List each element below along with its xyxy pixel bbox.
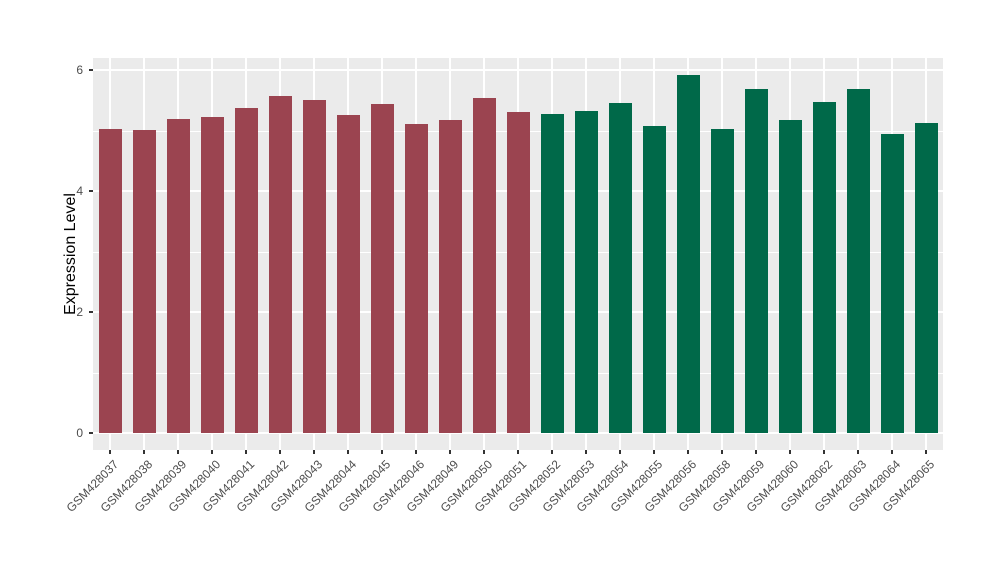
bar-GSM428058 [710,129,734,433]
bar-GSM428040 [200,117,224,433]
bar-GSM428065 [914,122,938,433]
y-tick-label-6: 6 [76,63,83,77]
bar-GSM428045 [370,103,394,433]
y-tick-mark-2 [89,311,93,313]
x-tick-mark-GSM428059 [755,450,757,454]
y-tick-mark-0 [89,432,93,434]
x-tick-mark-GSM428065 [925,450,927,454]
y-tick-label-4: 4 [76,184,83,198]
bar-GSM428062 [812,102,836,433]
x-tick-mark-GSM428062 [823,450,825,454]
y-tick-label-2: 2 [76,305,83,319]
bar-GSM428059 [744,89,768,433]
x-tick-mark-GSM428038 [143,450,145,454]
bar-GSM428060 [778,120,802,433]
bar-GSM428053 [574,110,598,433]
x-tick-mark-GSM428037 [109,450,111,454]
bar-GSM428055 [642,126,666,433]
y-tick-label-0: 0 [76,426,83,440]
bar-GSM428051 [506,111,530,433]
bar-GSM428049 [438,120,462,433]
x-tick-mark-GSM428040 [211,450,213,454]
y-tick-mark-4 [89,190,93,192]
bar-GSM428063 [846,89,870,433]
bar-GSM428041 [234,108,258,433]
x-tick-mark-GSM428046 [415,450,417,454]
x-tick-mark-GSM428051 [517,450,519,454]
x-tick-mark-GSM428053 [585,450,587,454]
x-tick-mark-GSM428043 [313,450,315,454]
bar-GSM428038 [132,129,156,433]
plot-panel [93,58,943,450]
bar-GSM428052 [540,113,564,433]
x-tick-mark-GSM428050 [483,450,485,454]
y-tick-mark-6 [89,69,93,71]
bar-GSM428054 [608,102,632,433]
x-tick-mark-GSM428064 [891,450,893,454]
bar-GSM428039 [166,119,190,433]
x-tick-mark-GSM428049 [449,450,451,454]
bar-GSM428064 [880,134,904,433]
x-tick-mark-GSM428060 [789,450,791,454]
x-tick-mark-GSM428042 [279,450,281,454]
x-tick-mark-GSM428039 [177,450,179,454]
bar-GSM428056 [676,74,700,433]
y-axis-title: Expression Level [62,193,79,315]
x-tick-mark-GSM428052 [551,450,553,454]
x-tick-mark-GSM428045 [381,450,383,454]
bar-GSM428044 [336,115,360,433]
bar-GSM428037 [98,129,122,433]
x-tick-mark-GSM428063 [857,450,859,454]
bar-GSM428046 [404,124,428,433]
bar-GSM428043 [302,100,326,433]
x-tick-mark-GSM428041 [245,450,247,454]
x-tick-mark-GSM428056 [687,450,689,454]
x-tick-mark-GSM428054 [619,450,621,454]
bar-GSM428042 [268,96,292,433]
x-tick-mark-GSM428044 [347,450,349,454]
bar-GSM428050 [472,97,496,433]
x-tick-mark-GSM428058 [721,450,723,454]
x-tick-mark-GSM428055 [653,450,655,454]
